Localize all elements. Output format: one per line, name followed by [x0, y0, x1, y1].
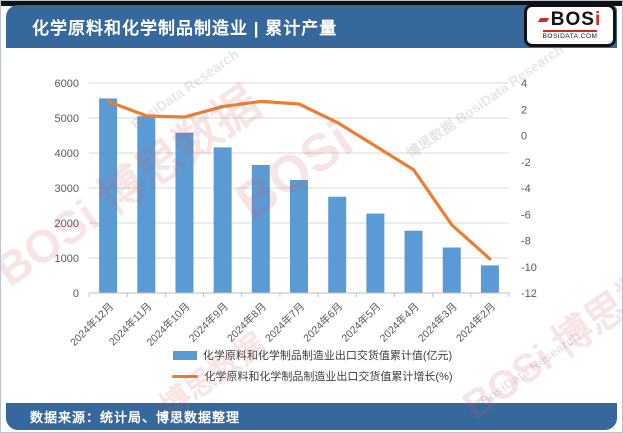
left-axis-tick-label: 0 [73, 288, 79, 300]
right-axis-tick-label: 4 [521, 78, 527, 90]
left-axis-tick-label: 6000 [55, 78, 79, 90]
bosi-logo-domain: BOSIDATA.COM [542, 30, 598, 40]
left-axis-tick-label: 2000 [55, 218, 79, 230]
data-source-text: 数据来源：统计局、博思数据整理 [30, 410, 241, 425]
logo-brand-text: BOS [550, 9, 595, 30]
right-axis-tick-label: -2 [521, 157, 531, 169]
right-axis-tick-label: -10 [521, 262, 537, 274]
x-axis-category-label: 2024年4月 [377, 300, 422, 345]
x-axis-category-label: 2024年7月 [262, 300, 307, 345]
bar [290, 179, 308, 293]
x-axis-labels: 2024年12月2024年11月2024年10月2024年9月2024年8月20… [67, 300, 498, 346]
bar [213, 147, 232, 293]
x-axis-category-label: 2024年8月 [224, 300, 269, 345]
top-black-strip [1, 1, 622, 6]
right-axis-tick-label: -8 [521, 236, 531, 248]
header-bar: 化学原料和化学制品制造业 | 累计产量 [6, 5, 617, 48]
line-series [106, 99, 492, 261]
left-axis-tick-label: 1000 [55, 253, 79, 265]
bar [442, 247, 461, 293]
legend-bar-swatch-icon [172, 350, 197, 360]
legend-item-line-series: 化学原料和化学制品制造业出口交货值累计增长(%) [172, 368, 453, 384]
bar [99, 98, 118, 294]
x-axis-category-label: 2024年6月 [301, 300, 346, 345]
legend-bar-label: 化学原料和化学制品制造业出口交货值累计值(亿元) [202, 350, 453, 362]
bar [404, 230, 423, 293]
right-axis-tick-label: -6 [521, 209, 531, 221]
bar-series [99, 98, 499, 294]
bosi-logo-wordmark: BOS i [537, 9, 602, 30]
x-axis-category-label: 2024年9月 [186, 300, 231, 345]
right-axis-tick-label: -12 [521, 288, 537, 300]
bar [251, 164, 270, 293]
right-axis-tick-label: -4 [521, 183, 531, 195]
right-axis-tick-label: 0 [521, 131, 527, 143]
x-axis-category-label: 2024年2月 [453, 300, 498, 345]
x-axis-category-label: 2024年3月 [415, 300, 460, 345]
x-axis-ticks [88, 293, 510, 297]
x-axis-category-label: 2024年5月 [339, 300, 384, 345]
footer-bar: 数据来源：统计局、博思数据整理 [6, 403, 617, 430]
right-axis-labels: 4 2 0 -2 -4 -6 -8 -10 -12 [521, 78, 537, 300]
left-axis-tick-label: 3000 [55, 183, 79, 195]
legend-line-swatch-icon [172, 374, 199, 378]
legend-line-label: 化学原料和化学制品制造业出口交货值累计增长(%) [204, 371, 453, 383]
bar [480, 265, 499, 293]
left-axis-tick-label: 4000 [55, 148, 79, 160]
right-axis-tick-label: 2 [521, 104, 527, 116]
logo-brand-i: i [594, 9, 602, 30]
bar [175, 132, 194, 293]
bar [137, 116, 156, 293]
left-axis-tick-label: 5000 [55, 113, 79, 125]
chart-region: 0 1000 2000 3000 4000 5000 6000 4 2 0 -2 -4 -6 -8 -10 -… [9, 51, 616, 399]
left-axis-labels: 0 1000 2000 3000 4000 5000 6000 [55, 78, 79, 300]
bosi-logo: BOS i BOSIDATA.COM [524, 4, 616, 47]
bar [328, 196, 347, 293]
page-title: 化学原料和化学制品制造业 | 累计产量 [32, 19, 338, 38]
bar [366, 213, 385, 293]
chart-legend: 化学原料和化学制品制造业出口交货值累计值(亿元) 化学原料和化学制品制造业出口交… [9, 347, 616, 384]
chart-canvas: 0 1000 2000 3000 4000 5000 6000 4 2 0 -2 -4 -6 -8 -10 -… [55, 78, 537, 346]
legend-item-bar-series: 化学原料和化学制品制造业出口交货值累计值(亿元) [172, 347, 453, 363]
logo-slash-icon [537, 18, 550, 22]
